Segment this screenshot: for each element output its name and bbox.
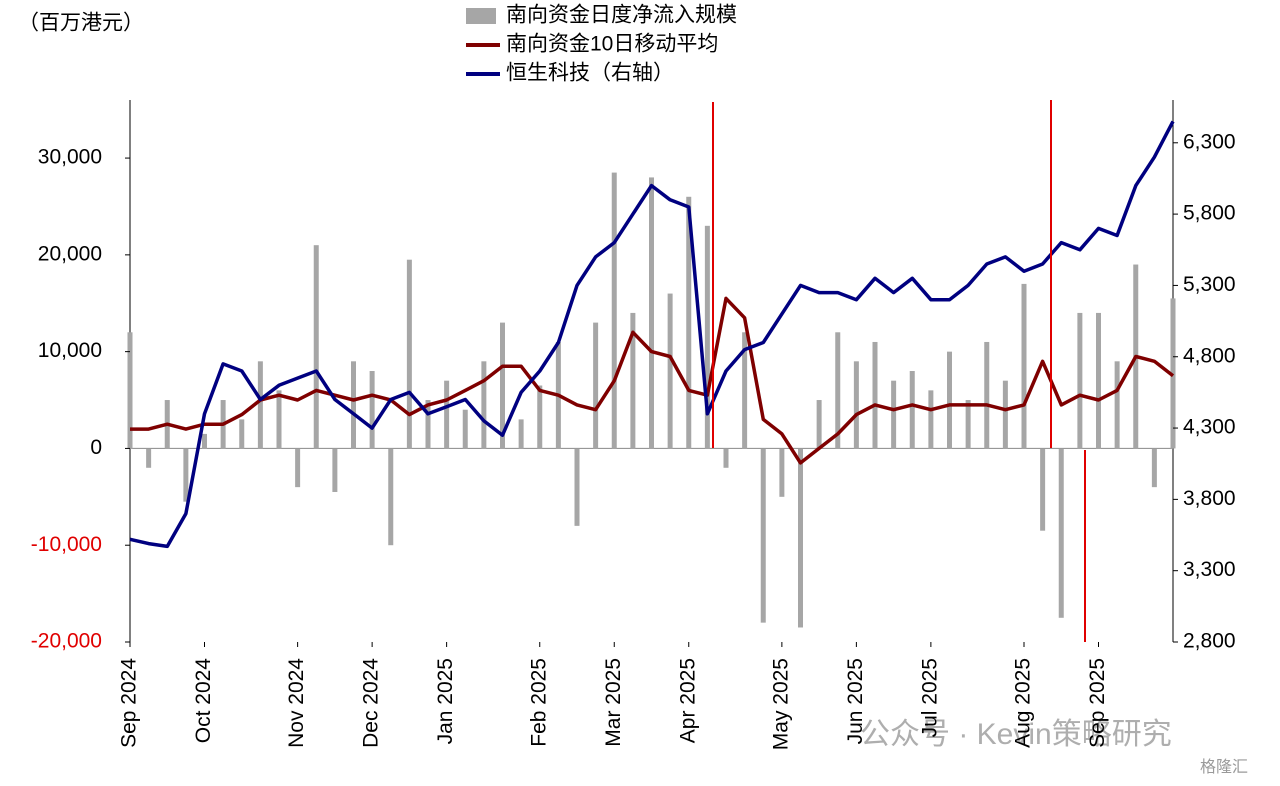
bar [518, 419, 524, 449]
bar [332, 448, 338, 492]
bar [146, 448, 152, 468]
bar [1058, 448, 1064, 618]
bar [369, 371, 375, 449]
bar [779, 448, 785, 497]
bar [1040, 448, 1046, 531]
bar [276, 390, 282, 449]
bar [295, 448, 301, 488]
watermark: 公众号 · Kevin策略研究 [860, 718, 1172, 751]
x-tick-label: Sep 2025 [1086, 658, 1109, 748]
bar [202, 433, 207, 449]
bar [1114, 361, 1120, 449]
bar [1021, 283, 1027, 449]
bar [1151, 448, 1157, 488]
y2-tick-label: 6,300 [1183, 130, 1236, 153]
bar [667, 293, 673, 449]
bar [406, 259, 412, 449]
x-tick-label: Jun 2025 [844, 658, 867, 744]
x-tick-label: Apr 2025 [676, 658, 699, 743]
bar [1077, 312, 1083, 449]
y2-tick-label: 2,800 [1183, 630, 1236, 653]
bar [891, 380, 897, 449]
legend-label: 南向资金10日移动平均 [506, 33, 718, 56]
bar [239, 419, 245, 449]
x-tick-label: Dec 2024 [360, 658, 383, 748]
y-tick-label: 30,000 [38, 146, 102, 169]
y2-tick-label: 3,800 [1183, 487, 1236, 510]
bar [1096, 312, 1101, 449]
x-tick-label: Mar 2025 [602, 658, 625, 747]
series-line [130, 296, 1175, 465]
series-line [129, 120, 1175, 549]
bar [909, 371, 915, 449]
y2-tick-label: 5,800 [1183, 202, 1236, 225]
x-tick-label: Jan 2025 [434, 658, 457, 744]
bar [835, 332, 841, 449]
bar [1170, 298, 1176, 449]
bar [444, 380, 450, 449]
bar [760, 448, 766, 623]
bar [649, 177, 654, 449]
bar [723, 448, 729, 468]
x-tick-label: Jul 2025 [918, 658, 941, 737]
x-tick-label: Sep 2024 [118, 658, 141, 748]
legend-label: 南向资金日度净流入规模 [506, 4, 737, 27]
source-mark: 格隆汇 [1200, 758, 1248, 776]
bar [611, 172, 617, 449]
bar [704, 225, 710, 449]
y-tick-label: 0 [90, 436, 102, 459]
y2-tick-label: 3,300 [1183, 558, 1236, 581]
bar [947, 351, 952, 449]
x-tick-label: Oct 2024 [192, 658, 215, 744]
bar [798, 448, 803, 628]
y2-tick-label: 5,300 [1183, 273, 1236, 296]
bar [574, 448, 580, 526]
y-tick-label: 20,000 [38, 242, 102, 265]
bar [351, 361, 356, 449]
bar [742, 332, 748, 449]
x-tick-label: Nov 2024 [285, 658, 308, 748]
y2-tick-label: 4,300 [1183, 416, 1236, 439]
bar [816, 400, 822, 449]
bar [630, 312, 636, 449]
bar [388, 448, 394, 546]
bar [257, 361, 263, 449]
bar [462, 409, 468, 449]
plot-area [127, 120, 1176, 628]
x-tick-label: Feb 2025 [527, 658, 550, 747]
unit-label: （百万港元） [18, 12, 144, 35]
bar [425, 400, 431, 449]
bar [183, 448, 189, 502]
bar [127, 332, 133, 449]
bar [965, 400, 971, 449]
y-tick-label: 10,000 [38, 339, 102, 362]
y-tick-label: -10,000 [31, 533, 102, 556]
x-tick-label: May 2025 [769, 658, 792, 750]
bar [928, 390, 934, 449]
bar [686, 196, 692, 449]
legend-label: 恒生科技（右轴） [506, 62, 674, 85]
bar [593, 322, 599, 449]
bar [984, 341, 990, 449]
bar [853, 361, 859, 449]
legend-swatch [466, 8, 496, 24]
bar [481, 361, 487, 449]
bar [313, 245, 319, 449]
bar [1002, 380, 1008, 449]
y2-tick-label: 4,800 [1183, 344, 1236, 367]
bar [872, 341, 878, 449]
x-tick-label: Aug 2025 [1012, 658, 1035, 748]
y-tick-label: -20,000 [31, 630, 102, 653]
bar [537, 385, 543, 449]
bar [500, 322, 505, 449]
